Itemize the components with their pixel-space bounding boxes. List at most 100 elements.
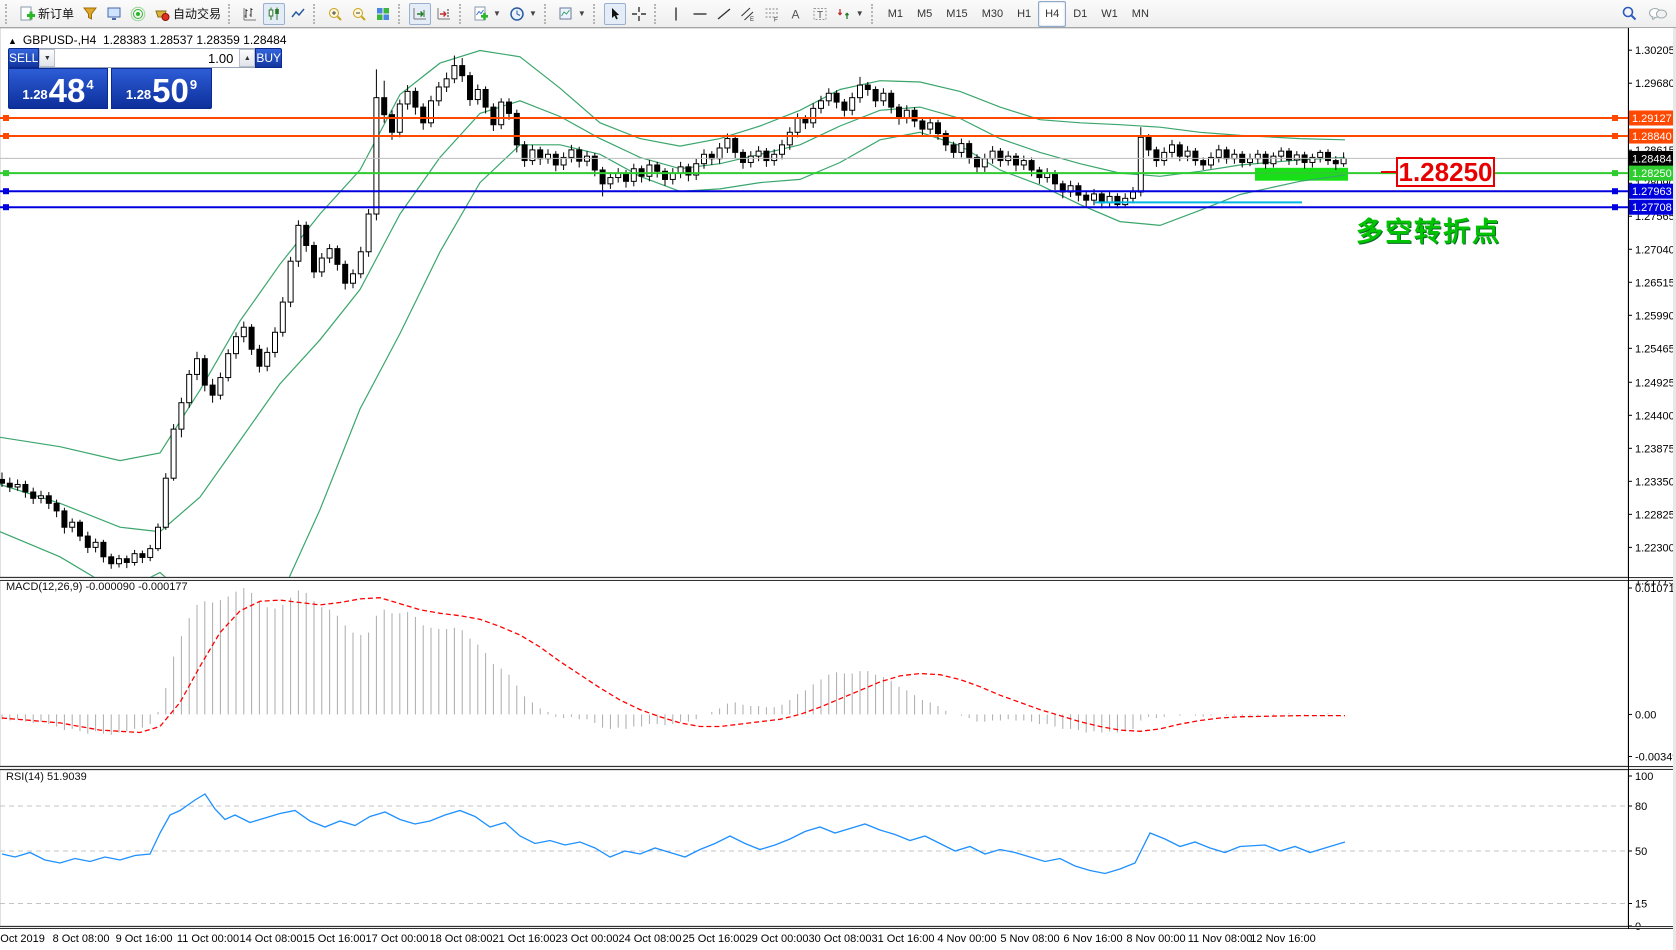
chinese-annotation[interactable]: 多空转折点 (1356, 217, 1501, 247)
candle-body (22, 483, 29, 493)
horizontal-line-button[interactable] (689, 3, 711, 25)
text-button[interactable]: A (785, 3, 807, 25)
candle-body (552, 153, 559, 166)
line-handle[interactable] (3, 133, 9, 139)
candle-body (810, 107, 817, 124)
pane-separator[interactable] (0, 926, 1676, 929)
buy-button[interactable]: BUY (255, 48, 283, 68)
candle-body (802, 117, 809, 124)
date-axis-label: 5 Nov 08:00 (1000, 933, 1059, 945)
candle-body (1176, 144, 1183, 157)
line-handle[interactable] (3, 115, 9, 121)
line-handle[interactable] (1612, 204, 1618, 211)
toolbar-right-group (1621, 5, 1668, 22)
line-handle[interactable] (1612, 115, 1618, 121)
candle-body (420, 106, 427, 124)
candle-body (303, 224, 310, 246)
line-chart-icon (291, 8, 305, 17)
line-handle[interactable] (1612, 170, 1618, 177)
fibonacci-button[interactable]: F (761, 3, 783, 25)
candle-body (61, 510, 68, 528)
line-handle[interactable] (1612, 188, 1618, 195)
price-axis-label: 1.26515 (1635, 277, 1675, 289)
candle-body (1332, 160, 1339, 165)
ohlc-close: 1.28484 (243, 33, 287, 47)
volume-decrease-button[interactable]: ▼ (39, 49, 56, 67)
channel-button[interactable]: E (737, 3, 759, 25)
templates-button[interactable]: ▼ (555, 3, 589, 25)
text-label-button[interactable]: T (809, 3, 831, 25)
profile-button[interactable] (79, 3, 101, 25)
signals-button[interactable] (127, 3, 149, 25)
candle-body (178, 402, 185, 430)
arrows-button[interactable]: ▼ (833, 3, 867, 25)
timeframe-d1-button[interactable]: D1 (1073, 7, 1088, 20)
line-handle[interactable] (1612, 133, 1618, 139)
cursor-icon (611, 7, 619, 19)
line-handle[interactable] (3, 188, 9, 195)
chat-icon[interactable] (1648, 6, 1668, 22)
crosshair-button[interactable] (628, 3, 650, 25)
timeframe-m5-button[interactable]: M5 (917, 7, 933, 20)
line-handle[interactable] (3, 204, 9, 211)
candle-body (272, 331, 278, 353)
candle-body (1215, 149, 1222, 158)
candle-body (732, 138, 739, 153)
bar-chart-button[interactable] (239, 3, 261, 25)
candle-body (264, 351, 271, 367)
pane-separator[interactable] (0, 766, 1676, 770)
auto-scroll-button[interactable] (409, 2, 432, 25)
candle-body (435, 86, 442, 102)
candle-body (225, 353, 232, 379)
buy-price-quote[interactable]: 1.28 50 9 (111, 68, 212, 109)
candle-body (818, 100, 824, 109)
candle-body (357, 251, 364, 275)
timeframe-m15-button[interactable]: M15 (946, 7, 968, 20)
tile-windows-button[interactable] (372, 3, 394, 25)
timeframe-m30-button[interactable]: M30 (981, 7, 1004, 20)
candle-body (521, 144, 528, 162)
arrows-icon (837, 8, 849, 19)
timeframe-h1-button[interactable]: H1 (1017, 7, 1032, 20)
candle-body (139, 553, 146, 558)
zoom-out-button[interactable] (348, 3, 370, 25)
clock-icon (510, 6, 524, 21)
new-order-button[interactable]: 新订单 (16, 3, 77, 25)
candlestick-chart-button[interactable] (263, 2, 286, 25)
market-depth-button[interactable] (103, 3, 125, 25)
periods-button[interactable]: ▼ (506, 3, 540, 25)
bollinger-lower-band (0, 131, 1346, 577)
new-order-label: 新订单 (38, 7, 75, 21)
line-chart-button[interactable] (287, 3, 309, 25)
zoom-in-button[interactable] (324, 3, 346, 25)
chart-shift-button[interactable] (433, 3, 455, 25)
indicators-button[interactable]: ▼ (470, 3, 504, 25)
vertical-line-button[interactable] (665, 3, 687, 25)
price-tag-1-28250[interactable]: 1.28250 (1396, 157, 1495, 187)
support-zone-highlight[interactable] (1255, 167, 1348, 181)
collapse-panel-icon[interactable]: ▲ (8, 36, 17, 46)
pane-separator[interactable] (0, 577, 1676, 581)
timeframe-mn-button[interactable]: MN (1131, 7, 1149, 20)
autotrading-button[interactable]: 自动交易 (151, 3, 224, 25)
search-icon[interactable] (1621, 5, 1638, 22)
candle-body (365, 213, 372, 253)
candle-body (77, 521, 83, 537)
date-axis-label: 25 Oct 16:00 (683, 933, 746, 945)
date-axis-label: 29 Oct 00:00 (746, 933, 809, 945)
line-handle[interactable] (3, 170, 9, 177)
timeframe-h4-button[interactable]: H4 (1038, 0, 1067, 27)
volume-input[interactable] (55, 49, 240, 67)
sell-button[interactable]: SELL (8, 48, 40, 68)
macd-axis-label: -0.003492 (1635, 751, 1676, 763)
price-axis-label: 1.23875 (1635, 443, 1675, 455)
candle-body (30, 491, 37, 499)
timeframe-w1-button[interactable]: W1 (1101, 7, 1118, 20)
candle-body (1270, 155, 1277, 165)
candle-body (747, 155, 754, 163)
sell-price-quote[interactable]: 1.28 48 4 (8, 68, 108, 109)
cursor-button[interactable] (603, 2, 626, 25)
timeframe-m1-button[interactable]: M1 (887, 7, 903, 20)
volume-increase-button[interactable]: ▲ (239, 49, 256, 67)
trendline-button[interactable] (713, 3, 735, 25)
